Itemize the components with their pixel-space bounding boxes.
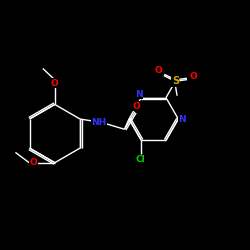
Text: NH: NH bbox=[91, 118, 106, 127]
Text: O: O bbox=[154, 66, 162, 75]
Text: O: O bbox=[30, 158, 38, 167]
Text: Cl: Cl bbox=[136, 156, 145, 164]
Text: O: O bbox=[189, 72, 197, 82]
Text: S: S bbox=[172, 76, 179, 86]
Text: O: O bbox=[51, 79, 59, 88]
Text: N: N bbox=[135, 90, 142, 99]
Text: O: O bbox=[133, 102, 140, 111]
Text: N: N bbox=[178, 114, 186, 124]
